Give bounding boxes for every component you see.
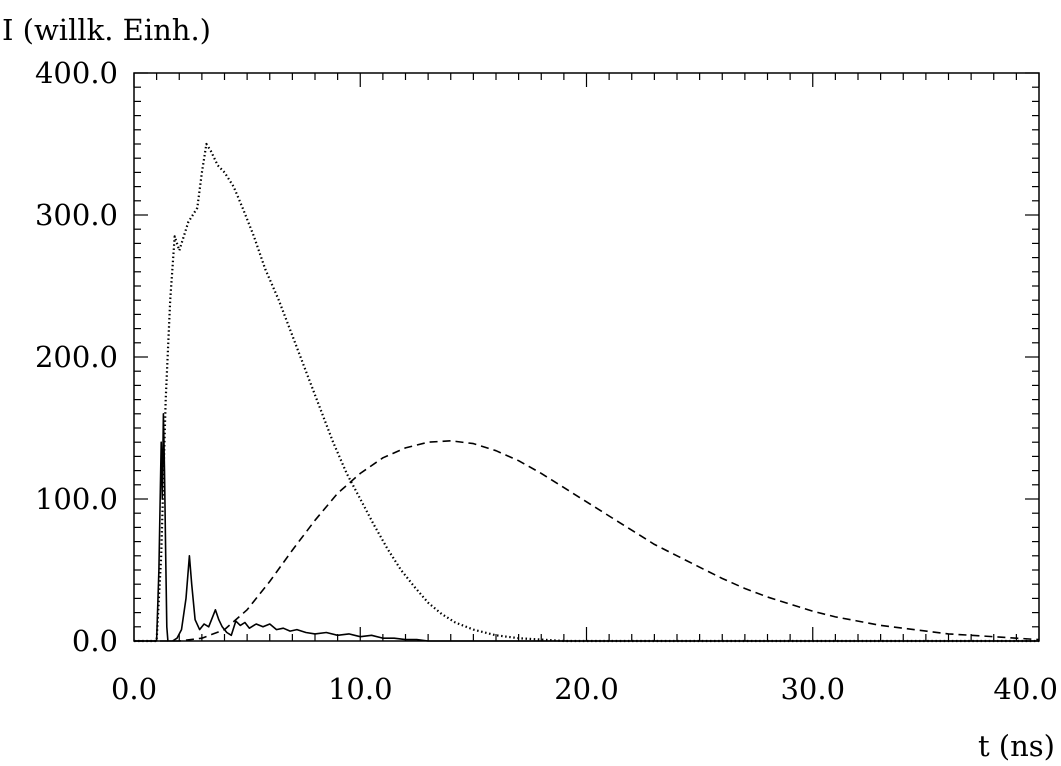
x-tick-label: 20.0 xyxy=(554,672,619,706)
series-line-dashed xyxy=(134,440,1040,642)
x-tick-label: 30.0 xyxy=(780,672,845,706)
x-axis-label: t (ns) xyxy=(978,729,1055,763)
y-tick-label: 400.0 xyxy=(35,56,118,90)
y-tick-label: 100.0 xyxy=(35,482,118,516)
y-tick-label: 200.0 xyxy=(35,340,118,374)
plot-frame xyxy=(133,72,1040,642)
x-tick-label: 10.0 xyxy=(328,672,393,706)
series-line-dotted xyxy=(134,142,1039,643)
y-axis-label: I (willk. Einh.) xyxy=(2,13,211,47)
y-tick-label: 300.0 xyxy=(35,198,118,232)
x-tick-label: 0.0 xyxy=(111,672,157,706)
x-tick-label: 40.0 xyxy=(993,672,1058,706)
series-line-solid xyxy=(134,413,1039,642)
y-tick-label: 0.0 xyxy=(72,624,118,658)
